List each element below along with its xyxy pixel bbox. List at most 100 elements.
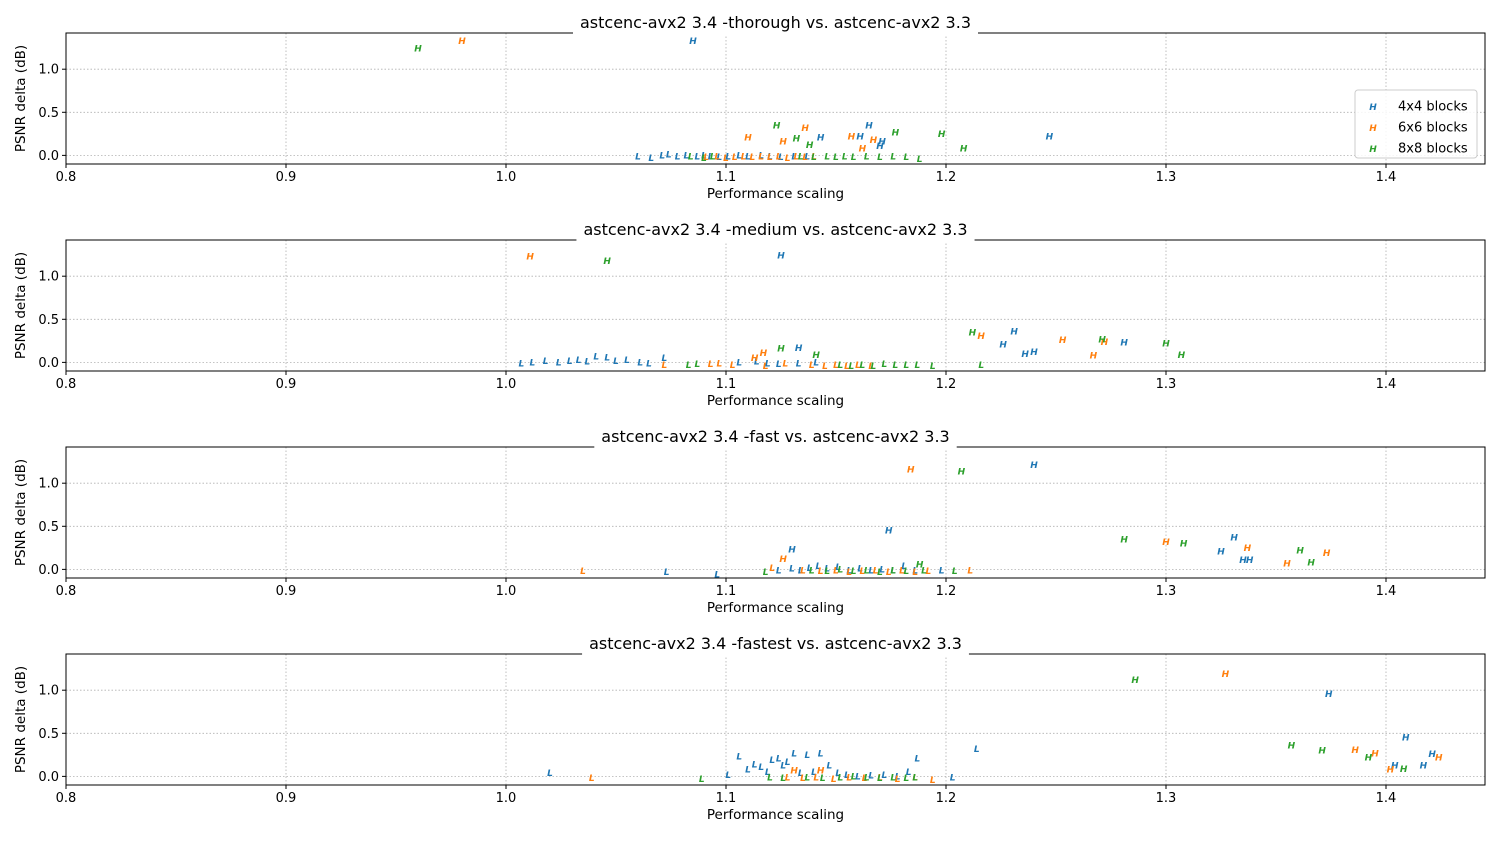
data-point: H [969, 328, 977, 338]
data-point: H [458, 37, 466, 47]
data-point: H [1283, 559, 1291, 569]
data-point: L [893, 361, 899, 371]
data-point: L [833, 566, 839, 576]
x-tick-label: 1.0 [496, 584, 517, 599]
data-point: L [877, 568, 883, 578]
data-point: L [851, 567, 857, 577]
data-point: H [1131, 676, 1139, 686]
data-point: L [915, 754, 921, 764]
data-point: L [873, 566, 879, 576]
data-point: L [805, 152, 811, 162]
data-point: L [637, 359, 643, 369]
data-point: H [1318, 747, 1326, 757]
data-point: L [811, 152, 817, 162]
data-point: L [868, 566, 874, 576]
data-point: H [1365, 754, 1373, 764]
data-point: H [960, 145, 968, 155]
data-point: L [930, 362, 936, 372]
data-point: H [1323, 549, 1331, 559]
data-point: L [708, 360, 714, 370]
data-point: L [708, 152, 714, 162]
data-point: L [530, 359, 536, 369]
data-point: H [938, 130, 946, 140]
y-axis-label: PSNR delta (dB) [13, 666, 29, 773]
data-point: L [811, 768, 817, 778]
data-point: H [1010, 327, 1018, 337]
data-point: H [689, 37, 697, 47]
data-point: L [851, 153, 857, 163]
data-point: L [864, 566, 870, 576]
data-point: L [800, 774, 806, 784]
data-point: L [791, 749, 797, 759]
data-point: H [1400, 765, 1408, 775]
data-point: H [856, 133, 864, 143]
data-point: L [838, 773, 844, 783]
data-point: L [849, 362, 855, 372]
data-point: L [752, 760, 758, 770]
x-tick-label: 1.0 [496, 377, 517, 392]
data-point: H [1090, 352, 1098, 362]
legend: H 4x4 blocks H 6x6 blocks H 8x8 blocks [1354, 89, 1478, 159]
data-point: H [1120, 535, 1128, 545]
chart-title: astcenc-avx2 3.4 -thorough vs. astcenc-a… [580, 13, 971, 32]
data-point: L [567, 357, 573, 367]
data-point: H [1288, 741, 1296, 751]
data-point: L [785, 154, 791, 164]
data-point: L [725, 771, 731, 781]
data-point: H [603, 257, 611, 267]
data-point: H [1420, 761, 1428, 771]
data-point: H [885, 527, 893, 537]
data-point: L [776, 754, 782, 764]
series-4x4-blocks: HH HHH HHL L L L L L LL L L L L LL L L L L L L [519, 252, 1129, 371]
data-point: L [930, 776, 936, 786]
data-point: L [732, 153, 738, 163]
data-point: L [686, 361, 692, 371]
data-point: L [796, 359, 802, 369]
data-point: L [717, 359, 723, 369]
legend-label: 6x6 blocks [1398, 121, 1468, 136]
x-axis-label: Performance scaling [707, 186, 844, 202]
plot-frame [65, 446, 1486, 579]
data-point: H [1162, 340, 1170, 350]
data-point: L [675, 152, 681, 162]
data-point: L [805, 773, 811, 783]
chart-panel-2: 0.8 0.9 1.0 1.1 1.2 1.3 1.4 0.0 0.5 1.0 Performanc… [13, 220, 1486, 409]
data-point: L [798, 769, 804, 779]
data-point: L [783, 359, 789, 369]
data-point: L [695, 360, 701, 370]
data-point: H [788, 546, 796, 556]
x-tick-label: 0.8 [56, 584, 77, 599]
x-tick-label: 0.8 [56, 377, 77, 392]
data-point: L [791, 152, 797, 162]
plot-frame [65, 239, 1486, 372]
x-tick-label: 0.9 [276, 584, 297, 599]
data-point: L [895, 773, 901, 783]
data-point: L [862, 774, 868, 784]
x-tick-label: 1.3 [1156, 584, 1177, 599]
data-point: L [776, 152, 782, 162]
data-point: L [767, 152, 773, 162]
data-point: L [890, 152, 896, 162]
data-point: L [763, 362, 769, 372]
data-point: L [589, 774, 595, 784]
data-point: L [886, 568, 892, 578]
data-point: L [868, 362, 874, 372]
data-point: L [851, 773, 857, 783]
data-point: L [807, 564, 813, 574]
data-point: L [833, 361, 839, 371]
x-tick-label: 0.9 [276, 791, 297, 806]
data-point: L [543, 357, 549, 367]
y-tick-label: 0.5 [38, 520, 59, 535]
y-tick-label: 1.0 [38, 477, 59, 492]
data-point: H [812, 351, 820, 361]
data-point: H [1351, 746, 1359, 756]
data-point: L [648, 154, 654, 164]
data-point: L [710, 152, 716, 162]
legend-label: 4x4 blocks [1398, 100, 1468, 115]
data-point: L [662, 361, 668, 371]
y-tick-label: 0.5 [38, 727, 59, 742]
